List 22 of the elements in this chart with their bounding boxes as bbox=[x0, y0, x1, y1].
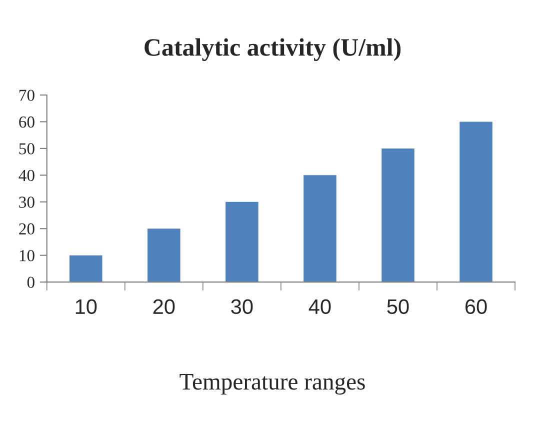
x-tick-label: 50 bbox=[387, 299, 409, 314]
y-tick-label: 10 bbox=[20, 250, 34, 262]
bar bbox=[69, 255, 102, 282]
y-tick-label: 50 bbox=[19, 143, 34, 154]
y-tick-label: 60 bbox=[19, 116, 34, 128]
y-tick-label: 70 bbox=[19, 90, 34, 101]
bar bbox=[226, 202, 258, 282]
x-tick-label: 30 bbox=[231, 299, 253, 314]
x-tick-label: 10 bbox=[76, 299, 97, 314]
y-tick-label: 0 bbox=[27, 276, 34, 288]
bar bbox=[460, 122, 492, 282]
x-tick-label: 60 bbox=[465, 299, 487, 314]
bar bbox=[304, 175, 336, 282]
bar bbox=[148, 228, 180, 282]
x-tick-label: 40 bbox=[308, 299, 331, 314]
x-tick-label: 20 bbox=[153, 299, 175, 314]
bar bbox=[382, 148, 414, 282]
y-tick-label: 30 bbox=[19, 196, 34, 208]
y-tick-label: 20 bbox=[19, 223, 34, 235]
chart-title: Catalytic activity (U/ml) bbox=[144, 38, 401, 62]
x-axis-title: Temperature ranges bbox=[180, 374, 365, 395]
y-tick-label: 40 bbox=[18, 170, 34, 182]
